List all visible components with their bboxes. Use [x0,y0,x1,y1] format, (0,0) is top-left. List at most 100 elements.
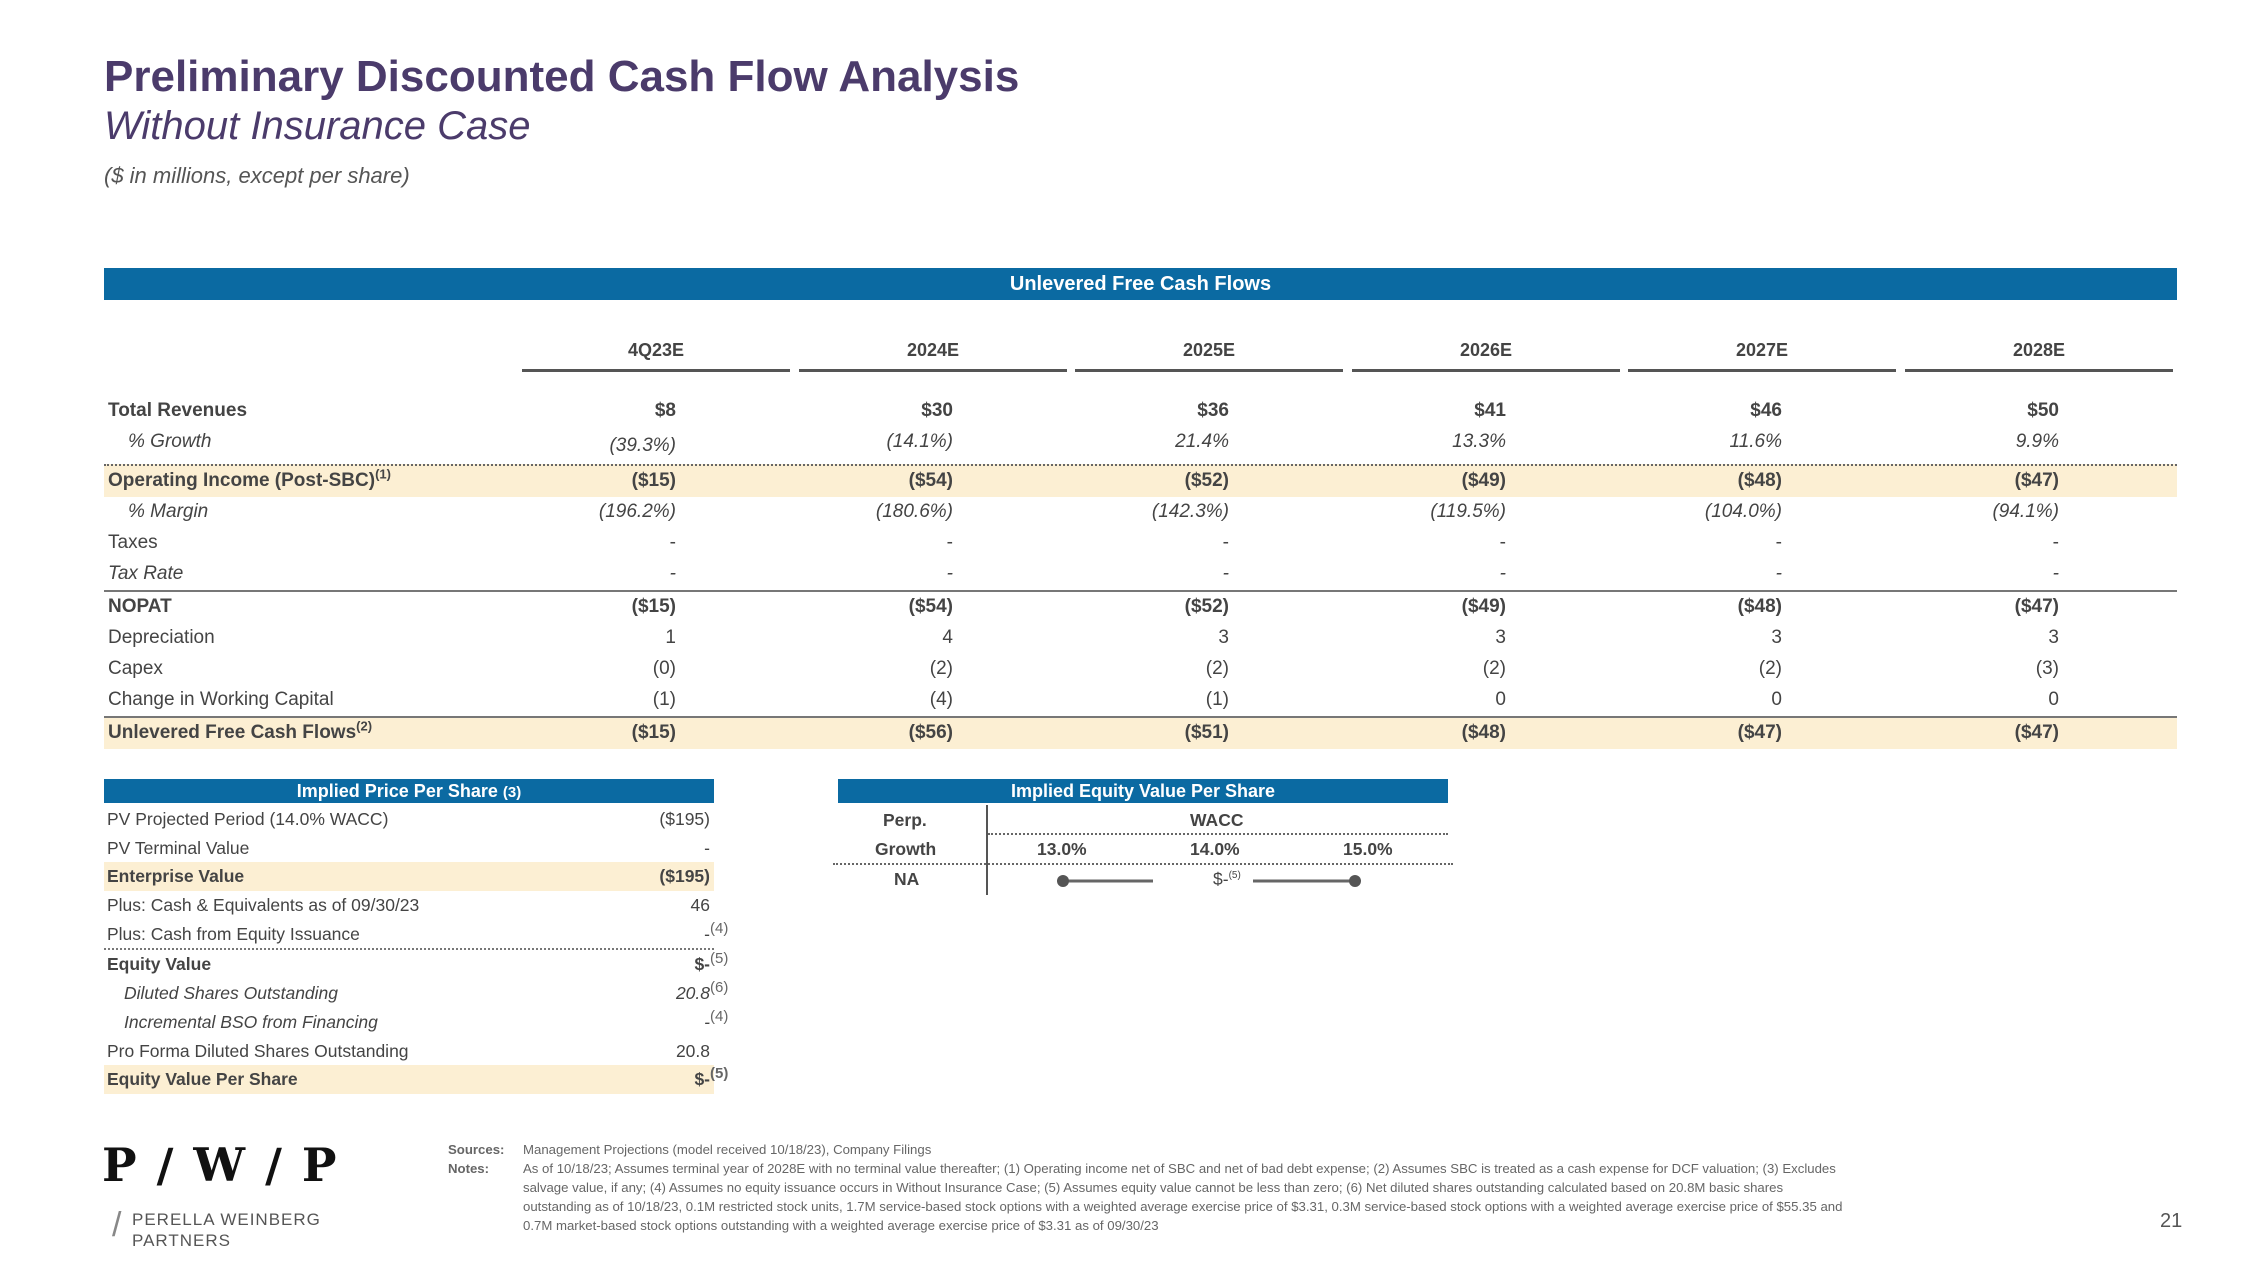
cell: ($48) [1461,722,1506,743]
ips-row-equity-value: Equity Value $- (5) [107,950,729,975]
growth-label: Growth [875,839,937,859]
range-value: $-(5) [1213,869,1241,889]
ips-row: PV Projected Period (14.0% WACC) ($195) [107,809,710,829]
cell: - [669,532,676,553]
cell: - [1222,563,1229,584]
cell: $41 [1474,400,1506,421]
row-taxes: Taxes - - - - - - [104,528,2177,559]
cell: ($47) [1737,722,1782,743]
row-capex: Capex (0) (2) (2) (2) (2) (3) [104,654,2177,685]
cell: (196.2%) [598,501,676,522]
page-number: 21 [2160,1210,2183,1232]
page-subtitle: Without Insurance Case [104,104,531,148]
cell: 13.3% [1452,431,1506,452]
cell: $8 [654,400,676,421]
wacc-13: 13.0% [1037,839,1087,859]
cell: - [1775,532,1782,553]
cell: ($15) [631,722,676,743]
row-nopat: NOPAT ($15) ($54) ($52) ($49) ($48) ($47… [104,590,2177,623]
fcf-section-header: Unlevered Free Cash Flows [104,268,2177,300]
cell: - [946,532,953,553]
fcf-table: 4Q23E 2024E 2025E 2026E 2027E 2028E Tota… [104,340,2177,749]
implied-price-table: PV Projected Period (14.0% WACC) ($195) P… [104,805,729,1094]
cell: - [946,563,953,584]
cell: 0 [2048,689,2059,710]
cell: 3 [1771,627,1782,648]
cell: (2) [1758,658,1782,679]
cell: (14.1%) [886,431,953,452]
cell: (104.0%) [1704,501,1782,522]
cell: - [669,563,676,584]
sources-key: Sources: [448,1142,505,1157]
ips-row: Incremental BSO from Financing - (4) [124,1007,729,1032]
implied-equity-value-table: Perp. Growth WACC 13.0% 14.0% 15.0% NA $… [833,805,1453,895]
cell: 21.4% [1175,431,1229,452]
cell: $36 [1197,400,1229,421]
row-label: NOPAT [108,596,172,617]
year-header: 2026E [1352,340,1620,372]
ips-section-header: Implied Price Per Share (3) [104,779,714,803]
row-label: Depreciation [108,627,215,648]
cell: 0 [1771,689,1782,710]
year-header: 2027E [1628,340,1896,372]
cell: (180.6%) [875,501,953,522]
row-label: Unlevered Free Cash Flows(2) [108,718,373,743]
cell: 11.6% [1729,431,1782,452]
row-label: Capex [108,658,163,679]
ips-row: Diluted Shares Outstanding 20.8 (6) [124,979,729,1004]
footnotes: Sources: Management Projections (model r… [448,1140,1848,1235]
row-depreciation: Depreciation 1 4 3 3 3 3 [104,623,2177,654]
row-label-na: NA [894,869,920,889]
cell: (94.1%) [1992,501,2059,522]
year-header: 2025E [1075,340,1343,372]
cell: ($54) [908,596,953,617]
notes-key: Notes: [448,1161,490,1176]
cell: (4) [929,689,953,710]
cell: ($47) [2014,596,2059,617]
cell: ($52) [1184,470,1229,491]
cell: (3) [2035,658,2059,679]
cell: (0) [652,658,676,679]
row-label: Change in Working Capital [108,689,334,710]
notes-text: As of 10/18/23; Assumes terminal year of… [523,1161,1843,1233]
cell: ($47) [2014,722,2059,743]
ievs-section-header: Implied Equity Value Per Share [838,779,1448,803]
cell: - [2052,532,2059,553]
ips-row-equity-value-per-share: Equity Value Per Share $- (5) [104,1065,728,1094]
cell: ($48) [1737,470,1782,491]
cell: - [1222,532,1229,553]
cell: 3 [1218,627,1229,648]
row-growth: % Growth (39.3%) (14.1%) 21.4% 13.3% 11.… [104,427,2177,464]
cell: 3 [2048,627,2059,648]
cell: - [2052,563,2059,584]
row-label: Operating Income (Post-SBC)(1) [108,466,391,491]
cell: $30 [921,400,953,421]
year-header: 4Q23E [522,340,790,372]
cell: (2) [929,658,953,679]
ips-row: Pro Forma Diluted Shares Outstanding 20.8 [107,1040,710,1061]
cell: - [1499,532,1506,553]
row-operating-income: Operating Income (Post-SBC)(1) ($15) ($5… [104,464,2177,497]
cell: (2) [1482,658,1506,679]
cell: (1) [652,689,676,710]
cell: ($49) [1461,470,1506,491]
cell: ($47) [2014,470,2059,491]
cell: ($56) [908,722,953,743]
cell: 9.9% [2015,431,2059,452]
cell: (1) [1205,689,1229,710]
cell: (39.3%) [609,435,676,456]
year-header: 2028E [1905,340,2173,372]
row-label: % Margin [128,501,209,522]
year-header: 2024E [799,340,1067,372]
cell: - [1499,563,1506,584]
cell: 1 [665,627,676,648]
cell: (119.5%) [1430,501,1506,522]
valuation-range-bar [1057,875,1361,887]
cell: - [1775,563,1782,584]
cell: ($54) [908,470,953,491]
row-label: % Growth [128,431,212,452]
ips-row: PV Terminal Value - [107,837,710,858]
cell: 3 [1495,627,1506,648]
wacc-14: 14.0% [1190,839,1240,859]
range-high-marker [1349,875,1361,887]
